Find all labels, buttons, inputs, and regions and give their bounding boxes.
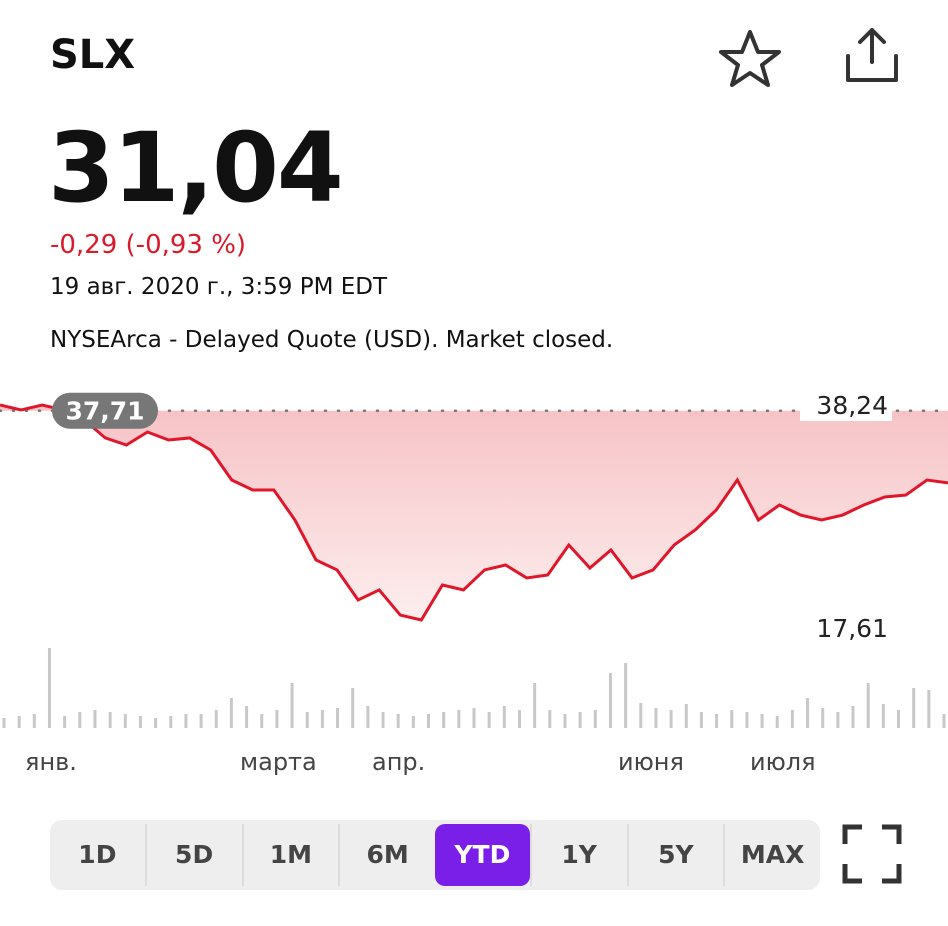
range-button[interactable]: 1D: [78, 840, 117, 869]
volume-bar: [472, 708, 476, 728]
ticker: SLX: [50, 32, 136, 78]
volume-bar: [533, 683, 537, 728]
x-label: янв.: [25, 748, 77, 776]
volume-bar: [836, 712, 840, 728]
volume-bar: [821, 708, 825, 728]
volume-bar: [684, 704, 688, 728]
volume-bar: [806, 698, 810, 728]
volume-bar: [745, 712, 749, 728]
volume-bar: [336, 708, 340, 728]
volume-bar: [427, 714, 431, 728]
volume-bar: [457, 710, 461, 728]
volume-bar: [487, 712, 491, 728]
volume-bar: [78, 712, 82, 728]
volume-bar: [517, 710, 521, 728]
volume-bar: [2, 718, 6, 728]
volume-bar: [184, 714, 188, 728]
volume-bar: [63, 716, 67, 728]
x-label: марта: [240, 748, 317, 776]
volume-bar: [275, 710, 279, 728]
volume-bar: [669, 710, 673, 728]
volume-bar: [548, 710, 552, 728]
volume-bar: [199, 714, 203, 728]
share-button[interactable]: [840, 26, 904, 86]
volume-bar: [881, 704, 885, 728]
volume-bar: [320, 710, 324, 728]
volume-bar: [927, 690, 931, 728]
y-tick-label: 17,61: [816, 614, 888, 643]
volume-bar: [154, 718, 158, 728]
range-button[interactable]: 5D: [144, 824, 242, 886]
volume-bar: [138, 716, 142, 728]
favorite-button[interactable]: [718, 28, 782, 88]
range-button[interactable]: 1M: [241, 824, 339, 886]
x-label: апр.: [372, 748, 425, 776]
price: 31,04: [48, 112, 344, 224]
price-chart: 38,24 17,61 37,71 янв. марта апр. июня июля: [0, 389, 948, 776]
volume-bar: [108, 712, 112, 728]
volume-bar: [17, 716, 21, 728]
price-area: [0, 405, 948, 621]
volume-bar: [699, 712, 703, 728]
y-tick-bg: [800, 389, 892, 421]
quote-source: NYSEArca - Delayed Quote (USD). Market c…: [50, 327, 614, 353]
volume-bar: [654, 708, 658, 728]
volume-bar: [942, 714, 946, 728]
volume-bar: [608, 673, 612, 728]
fullscreen-button[interactable]: [842, 824, 902, 884]
volume-bar: [93, 710, 97, 728]
reference-badge: [52, 392, 158, 429]
volume-bar: [578, 712, 582, 728]
quote-date: 19 авг. 2020 г., 3:59 PM EDT: [50, 274, 388, 300]
x-label: июня: [618, 748, 684, 776]
volume-bar: [169, 716, 173, 728]
volume-bar: [351, 688, 355, 728]
volume-bar: [290, 683, 294, 728]
volume-bar: [411, 716, 415, 728]
volume-bar: [502, 706, 506, 728]
volume-bar: [760, 714, 764, 728]
volume-bar: [366, 706, 370, 728]
volume-bar: [305, 712, 309, 728]
range-button[interactable]: 6M: [338, 824, 435, 886]
volume-bar: [624, 663, 628, 728]
volume-bar: [639, 703, 643, 728]
volume-bar: [229, 698, 233, 728]
volume-bar: [396, 714, 400, 728]
volume-bar: [47, 648, 51, 728]
volume-bar: [851, 706, 855, 728]
range-button[interactable]: 1Y: [529, 824, 627, 886]
volume-bar: [775, 716, 779, 728]
volume-bar: [123, 714, 127, 728]
volume-bar: [32, 714, 36, 728]
volume-bar: [897, 710, 901, 728]
volume-bar: [563, 714, 567, 728]
reference-label: 37,71: [65, 397, 144, 426]
volume-bar: [715, 714, 719, 728]
volume-bar: [912, 688, 916, 728]
volume-bar: [381, 712, 385, 728]
x-label: июля: [750, 748, 816, 776]
volume-bar: [245, 706, 249, 728]
volume-bar: [790, 710, 794, 728]
y-tick-label: 38,24: [816, 391, 888, 420]
range-selector: 1D 5D 1M 6M YTD 1Y 5Y MAX: [50, 820, 820, 890]
range-button[interactable]: 5Y: [626, 824, 724, 886]
price-line: [0, 403, 948, 622]
volume-bar: [730, 710, 734, 728]
volume-bar: [442, 712, 446, 728]
volume-bar: [260, 714, 264, 728]
volume-bar: [593, 710, 597, 728]
range-button[interactable]: YTD: [435, 824, 530, 886]
volume-bar: [214, 710, 218, 728]
price-change: -0,29 (-0,93 %): [50, 230, 247, 260]
y-tick-bg: [800, 612, 892, 644]
volume-bar: [866, 683, 870, 728]
range-button[interactable]: MAX: [723, 824, 820, 886]
